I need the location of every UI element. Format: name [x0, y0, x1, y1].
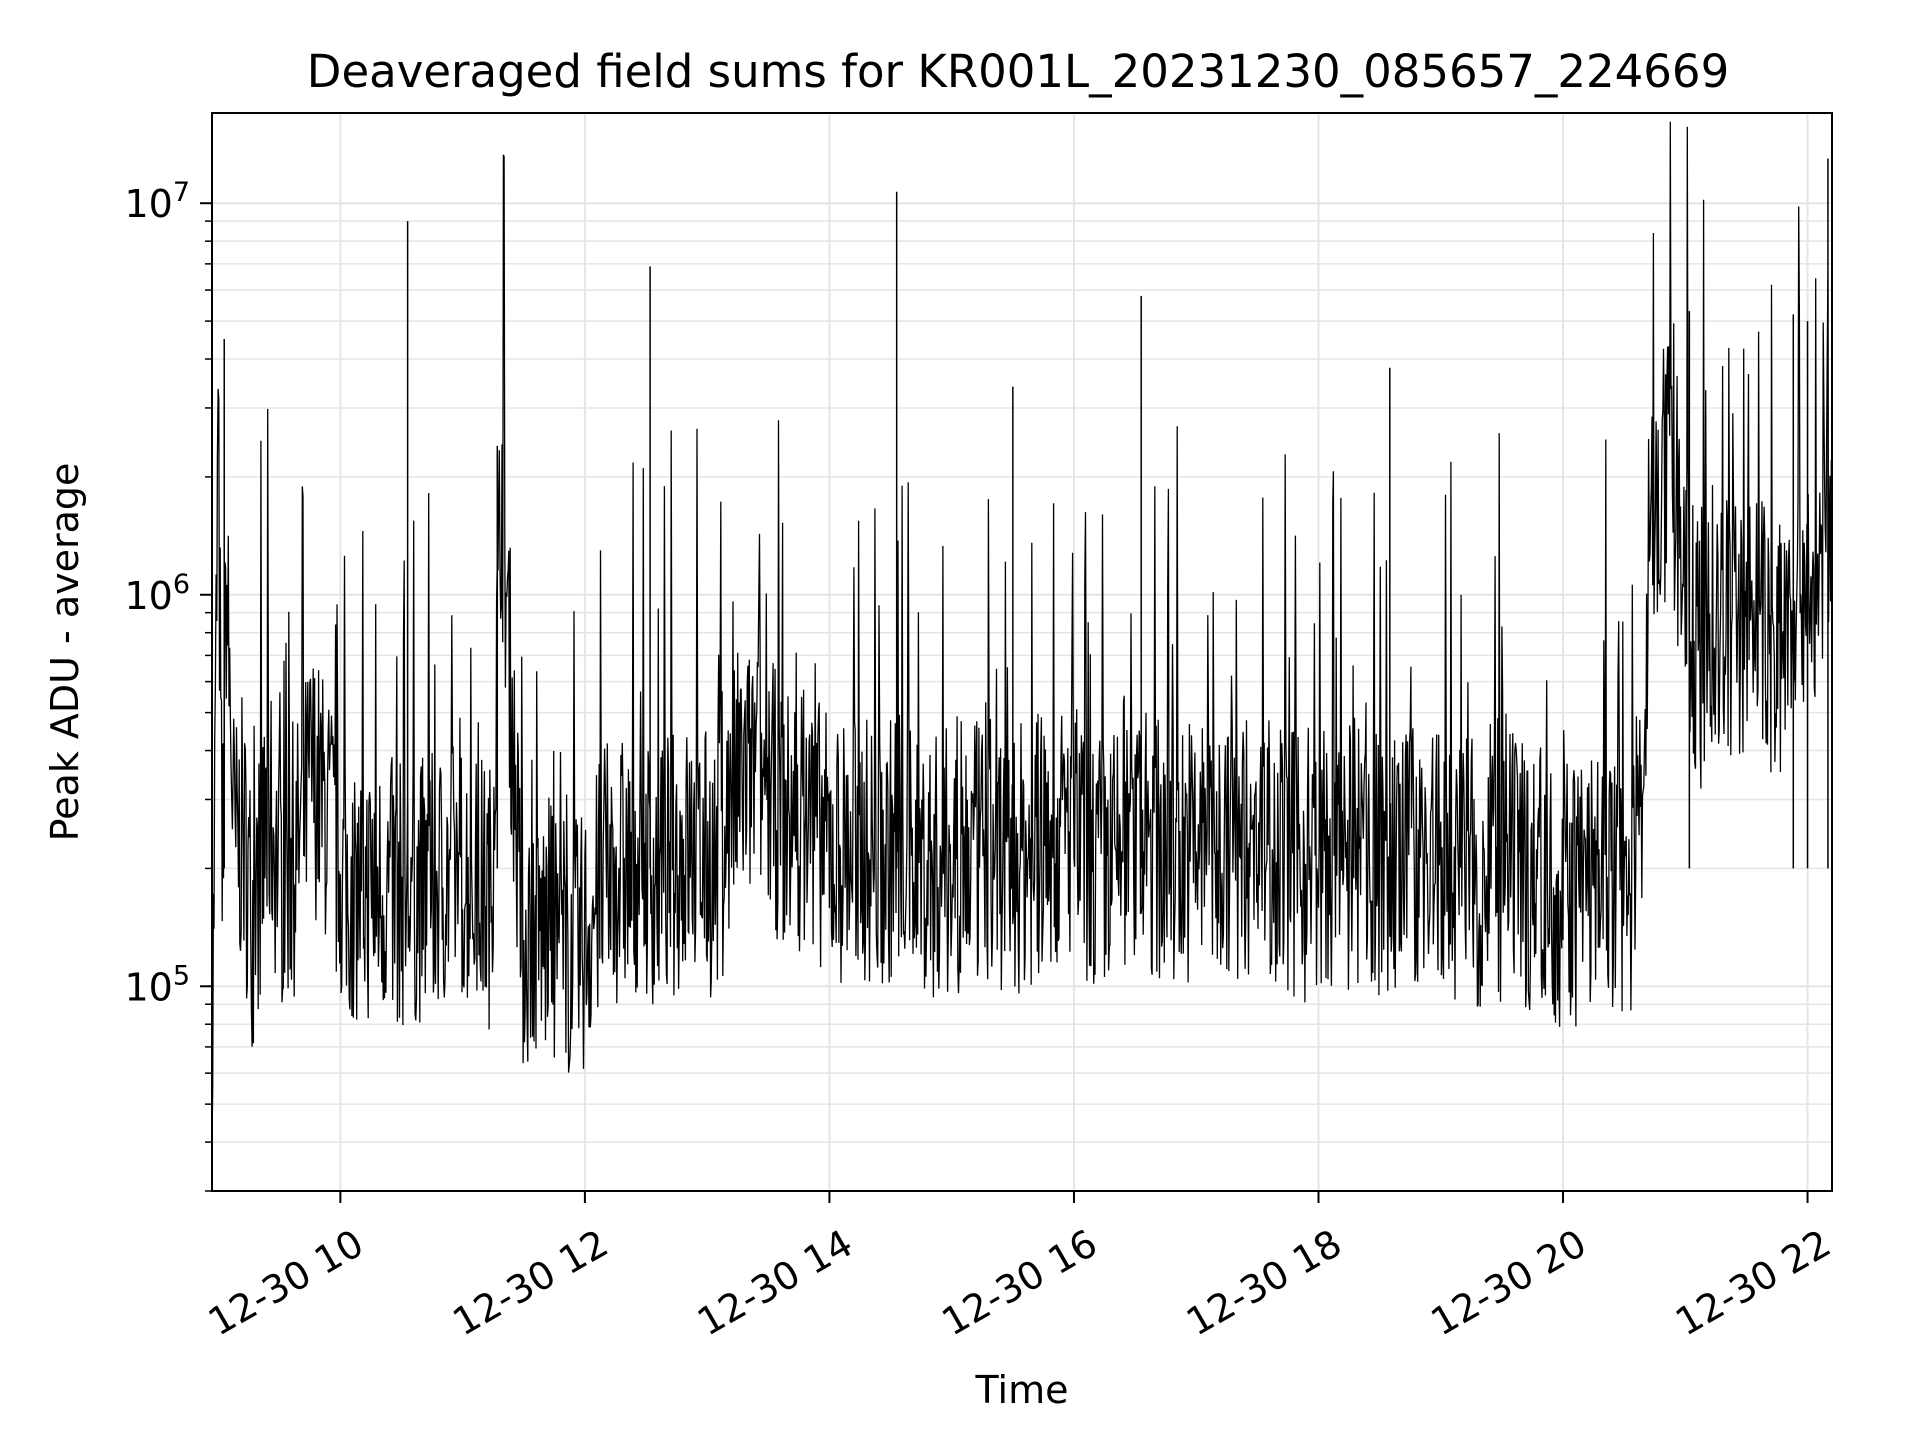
y-axis-ticks: 105 106 107	[124, 177, 212, 1192]
spike-marks	[223, 158, 1829, 869]
chart-title: Deaveraged field sums for KR001L_2023123…	[307, 45, 1729, 98]
y-tick-label: 107	[124, 177, 190, 226]
y-tick-label: 105	[124, 960, 190, 1009]
plot-frame	[211, 112, 1833, 1192]
y-tick-label: 106	[124, 569, 190, 618]
major-gridlines	[212, 113, 1832, 1191]
y-axis-label: Peak ADU - average	[43, 463, 87, 842]
series-line	[211, 121, 1833, 1147]
x-axis-label: Time	[975, 1368, 1069, 1412]
